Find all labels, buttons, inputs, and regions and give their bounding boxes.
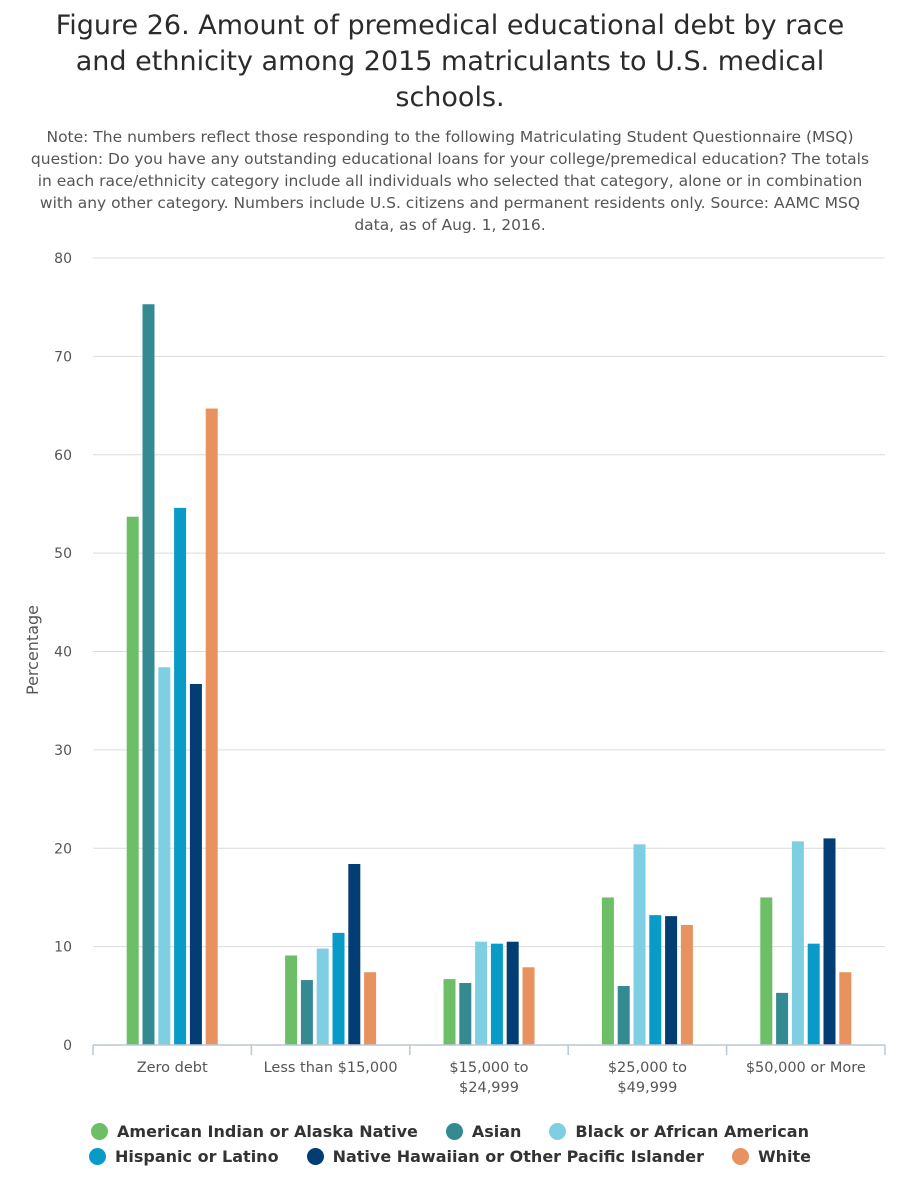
legend-swatch: [549, 1123, 567, 1140]
legend-label: Asian: [471, 1122, 522, 1141]
legend-label: Black or African American: [575, 1122, 809, 1141]
gridlines: [93, 257, 885, 948]
bar: [680, 924, 693, 1045]
y-tick-label: 20: [54, 841, 72, 857]
x-category-label: Less than $15,000: [264, 1060, 398, 1076]
y-tick-label: 0: [63, 1038, 72, 1054]
bar: [475, 941, 488, 1045]
y-tick-label: 60: [54, 448, 72, 464]
x-category-label: $24,999: [459, 1080, 519, 1096]
bars: [126, 304, 852, 1046]
bar: [807, 943, 820, 1045]
bar: [285, 955, 298, 1045]
bar: [601, 897, 614, 1045]
legend-label: Native Hawaiian or Other Pacific Islande…: [332, 1147, 704, 1166]
legend-item: White: [731, 1147, 811, 1166]
bar: [348, 863, 361, 1045]
legend-swatch: [731, 1148, 749, 1165]
legend-item: Asian: [445, 1122, 522, 1141]
legend-label: American Indian or Alaska Native: [117, 1122, 418, 1141]
legend-label: Hispanic or Latino: [115, 1147, 279, 1166]
bar: [332, 932, 345, 1045]
bar: [443, 979, 456, 1045]
bar: [506, 941, 519, 1045]
bar: [205, 408, 218, 1045]
bar: [760, 897, 773, 1045]
legend-item: Black or African American: [549, 1122, 809, 1141]
bar: [791, 841, 804, 1045]
bar: [522, 967, 535, 1045]
bar-chart: 0 10 20 30 40 50 60 70 80 Zero debt Less than $15…: [23, 251, 886, 1096]
y-tick-label: 80: [54, 251, 72, 267]
bar: [158, 667, 171, 1045]
x-category-label: Zero debt: [137, 1060, 208, 1076]
bar: [364, 972, 377, 1045]
bar: [649, 915, 662, 1045]
legend-item: American Indian or Alaska Native: [91, 1122, 418, 1141]
bar: [142, 304, 155, 1046]
bar: [126, 516, 139, 1045]
legend-swatch: [91, 1123, 109, 1140]
y-tick-label: 30: [54, 743, 72, 759]
y-tick-label: 50: [54, 546, 72, 562]
bar: [776, 992, 789, 1045]
bar: [633, 844, 646, 1045]
y-tick-label: 10: [54, 940, 72, 956]
x-category-label: $25,000 to: [608, 1060, 687, 1076]
bar: [617, 985, 630, 1045]
legend-swatch: [306, 1148, 324, 1165]
bar: [459, 983, 472, 1045]
legend-item: Native Hawaiian or Other Pacific Islande…: [306, 1147, 704, 1166]
y-axis-label: Percentage: [23, 605, 42, 695]
x-category-label: $50,000 or More: [746, 1060, 866, 1076]
legend-row: Hispanic or Latino Native Hawaiian or Oth…: [0, 1147, 900, 1166]
bar: [316, 948, 329, 1045]
bar: [823, 838, 836, 1045]
bar: [189, 683, 202, 1045]
y-tick-label: 40: [54, 645, 72, 661]
x-category-label: $49,999: [617, 1080, 677, 1096]
bar: [300, 980, 313, 1045]
x-category-label: $15,000 to: [449, 1060, 528, 1076]
bar: [174, 507, 187, 1045]
legend-swatch: [89, 1148, 107, 1165]
legend: American Indian or Alaska Native Asian Bla…: [0, 1122, 900, 1172]
x-axis: Zero debt Less than $15,000 $15,000 to $24,…: [92, 1044, 886, 1096]
bar: [490, 943, 503, 1045]
bar: [839, 972, 852, 1045]
legend-swatch: [445, 1123, 463, 1140]
y-axis-ticks: 0 10 20 30 40 50 60 70 80: [54, 251, 72, 1054]
chart-title: Figure 26. Amount of premedical educatio…: [55, 10, 845, 113]
legend-row: American Indian or Alaska Native Asian Bla…: [0, 1122, 900, 1141]
y-tick-label: 70: [54, 349, 72, 365]
bar: [665, 916, 678, 1045]
legend-label: White: [757, 1147, 811, 1166]
legend-item: Hispanic or Latino: [89, 1147, 279, 1166]
chart-subtitle: Note: The numbers reflect those respondi…: [30, 128, 870, 234]
